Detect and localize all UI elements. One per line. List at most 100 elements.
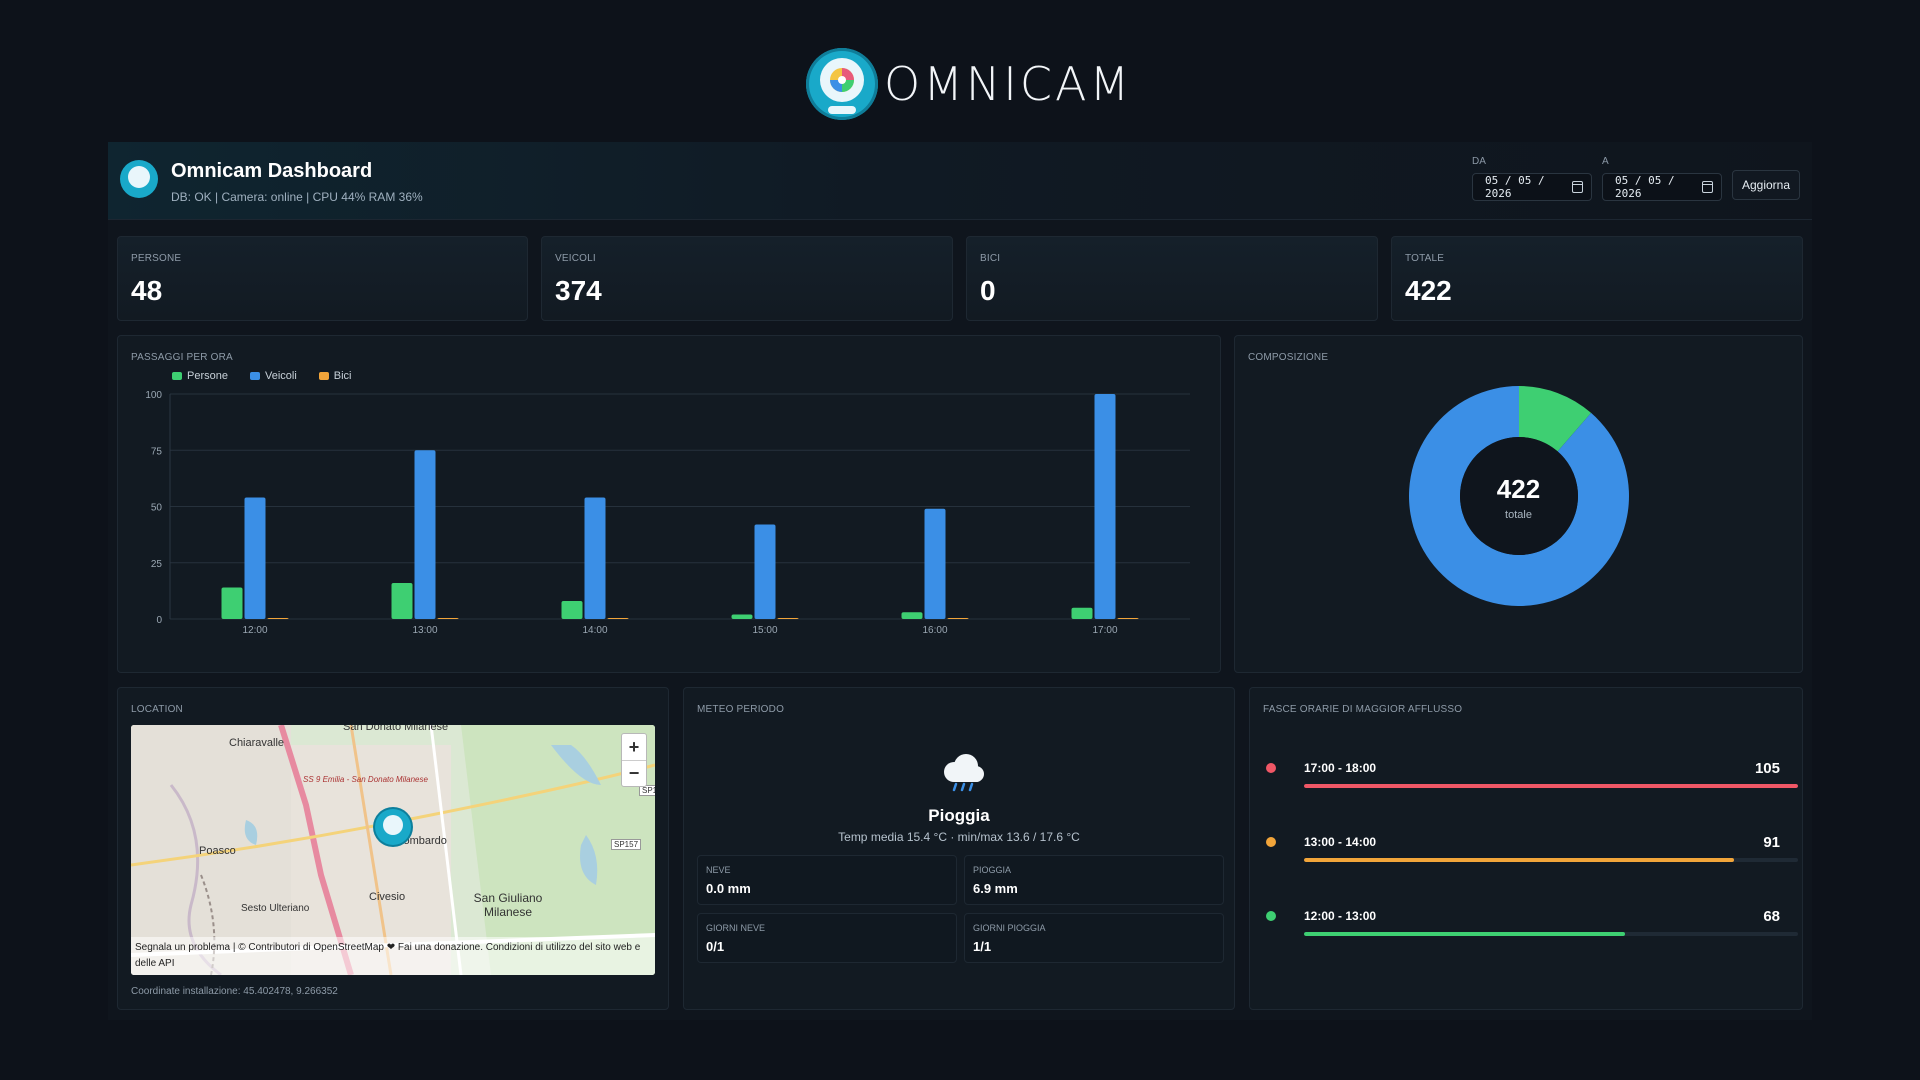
bar-persone bbox=[731, 614, 753, 619]
peak-time-range: 13:00 - 14:00 bbox=[1304, 835, 1377, 849]
chart-legend: Persone Veicoli Bici bbox=[172, 370, 352, 382]
stat-label: BICI bbox=[980, 253, 1001, 264]
legend-item-bici[interactable]: Bici bbox=[318, 370, 352, 382]
map-place-label: Poasco bbox=[199, 845, 236, 857]
weather-temperature: Temp media 15.4 °C · min/max 13.6 / 17.6… bbox=[838, 830, 1080, 844]
system-status: DB: OK | Camera: online | CPU 44% RAM 36… bbox=[171, 190, 423, 204]
hourly-bar-chart: 0 25 50 75 100 12:00 13:00 14:00 15:00 16:00 17:00 bbox=[145, 390, 1190, 636]
bar-persone bbox=[1071, 607, 1093, 619]
donut-hole bbox=[1460, 437, 1578, 555]
bar-veicoli bbox=[584, 497, 606, 619]
hourly-chart-card: PASSAGGI PER ORA Persone Veicoli Bici 0 2… bbox=[117, 335, 1221, 673]
donut-slice-veicoli bbox=[1409, 386, 1629, 606]
legend-label: Persone bbox=[187, 370, 228, 382]
bar-persone bbox=[901, 612, 923, 619]
refresh-button[interactable]: Aggiorna bbox=[1732, 170, 1800, 200]
bar-persone bbox=[561, 601, 583, 619]
y-tick-label: 75 bbox=[151, 446, 163, 457]
zoom-in-button[interactable]: + bbox=[628, 736, 640, 757]
stat-label: VEICOLI bbox=[555, 253, 596, 264]
date-to-label: A bbox=[1602, 156, 1609, 167]
peak-indicator-dot bbox=[1266, 763, 1276, 773]
bar-bici bbox=[1117, 618, 1139, 619]
stat-label: TOTALE bbox=[1405, 253, 1445, 264]
weather-box-label: PIOGGIA bbox=[973, 865, 1012, 875]
calendar-icon[interactable] bbox=[1571, 181, 1583, 193]
legend-swatch bbox=[172, 372, 182, 380]
date-to-input[interactable]: 05 / 05 / 2026 bbox=[1602, 173, 1722, 201]
calendar-icon[interactable] bbox=[1701, 181, 1713, 193]
bar-bici bbox=[947, 618, 969, 619]
x-tick-label: 16:00 bbox=[922, 625, 947, 636]
peak-progress-track bbox=[1304, 932, 1798, 936]
peak-count: 105 bbox=[1754, 760, 1780, 777]
bar-bici bbox=[777, 618, 799, 619]
bar-bici bbox=[267, 618, 289, 619]
legend-item-veicoli[interactable]: Veicoli bbox=[249, 370, 297, 382]
map-zoom-controls: + − bbox=[621, 733, 647, 787]
map-attribution[interactable]: Segnala un problema | © Contributori di … bbox=[131, 937, 655, 975]
composition-card: COMPOSIZIONE 422 totale bbox=[1234, 335, 1803, 673]
peak-hours-card: FASCE ORARIE DI MAGGIOR AFFLUSSO 17:00 -… bbox=[1249, 687, 1803, 1010]
donut-total-value: 422 bbox=[1496, 474, 1541, 504]
x-tick-label: 12:00 bbox=[242, 625, 267, 636]
weather-box-value: 1/1 bbox=[973, 939, 992, 954]
weather-box-giorni-pioggia: GIORNI PIOGGIA 1/1 bbox=[964, 913, 1224, 963]
map-road-label: SP157 bbox=[611, 839, 642, 850]
bar-bici bbox=[437, 618, 459, 619]
location-card: LOCATION San Donato Milanese Chiaravalle bbox=[117, 687, 669, 1010]
peak-row: 12:00 - 13:00 68 bbox=[1262, 907, 1798, 947]
peak-time-range: 17:00 - 18:00 bbox=[1304, 761, 1377, 775]
legend-swatch bbox=[249, 372, 260, 380]
bar-persone bbox=[221, 587, 243, 619]
legend-label: Bici bbox=[333, 370, 352, 382]
bar-veicoli bbox=[244, 497, 266, 619]
composition-title: COMPOSIZIONE bbox=[1248, 352, 1329, 363]
stat-card-persone: PERSONE 48 bbox=[117, 236, 528, 321]
peak-progress-fill bbox=[1304, 784, 1798, 788]
stat-label: PERSONE bbox=[131, 253, 182, 264]
weather-box-value: 0/1 bbox=[706, 939, 725, 954]
bar-veicoli bbox=[1094, 394, 1116, 619]
map-place-label: San Donato Milanese bbox=[343, 725, 449, 733]
location-map[interactable]: San Donato Milanese Chiaravalle Poasco C… bbox=[131, 725, 655, 975]
x-tick-label: 15:00 bbox=[752, 625, 777, 636]
legend-item-persone[interactable]: Persone bbox=[172, 370, 228, 382]
zoom-out-button[interactable]: − bbox=[622, 760, 646, 786]
date-from-input[interactable]: 05 / 05 / 2026 bbox=[1472, 173, 1592, 201]
peak-progress-track bbox=[1304, 858, 1798, 862]
location-title: LOCATION bbox=[131, 704, 183, 715]
peak-progress-fill bbox=[1304, 932, 1626, 936]
y-tick-label: 25 bbox=[151, 559, 163, 570]
y-tick-label: 0 bbox=[156, 615, 162, 626]
dashboard-header: Omnicam Dashboard DB: OK | Camera: onlin… bbox=[108, 142, 1812, 220]
donut-slice-persone bbox=[1519, 386, 1592, 452]
weather-title: METEO PERIODO bbox=[697, 704, 785, 715]
bar-persone bbox=[391, 583, 413, 619]
brand-header: OMNICAM bbox=[806, 48, 1132, 120]
weather-box-label: NEVE bbox=[706, 865, 731, 875]
date-from-group: DA 05 / 05 / 2026 bbox=[1472, 156, 1592, 201]
map-road-label: SS 9 Emilia - San Donato Milanese bbox=[303, 775, 428, 784]
peak-indicator-dot bbox=[1266, 911, 1276, 921]
stat-value: 0 bbox=[980, 275, 996, 306]
legend-swatch bbox=[318, 372, 329, 380]
weather-box-label: GIORNI NEVE bbox=[706, 923, 766, 933]
weather-box-label: GIORNI PIOGGIA bbox=[973, 923, 1046, 933]
date-from-label: DA bbox=[1472, 156, 1486, 167]
app-logo-icon bbox=[120, 160, 158, 198]
map-marker-icon[interactable] bbox=[375, 809, 411, 845]
date-to-value: 05 / 05 / 2026 bbox=[1615, 174, 1675, 200]
weather-box-pioggia: PIOGGIA 6.9 mm bbox=[964, 855, 1224, 905]
x-tick-label: 13:00 bbox=[412, 625, 437, 636]
weather-card: METEO PERIODO Pioggia Temp media 15.4 °C… bbox=[683, 687, 1235, 1010]
weather-condition: Pioggia bbox=[928, 806, 990, 825]
bar-veicoli bbox=[414, 450, 436, 619]
bar-veicoli bbox=[924, 508, 946, 619]
peak-indicator-dot bbox=[1266, 837, 1276, 847]
peak-time-range: 12:00 - 13:00 bbox=[1304, 909, 1377, 923]
peak-count: 68 bbox=[1763, 908, 1780, 925]
peak-count: 91 bbox=[1763, 834, 1780, 851]
peak-progress-track bbox=[1304, 784, 1798, 788]
stat-value: 48 bbox=[131, 275, 163, 306]
